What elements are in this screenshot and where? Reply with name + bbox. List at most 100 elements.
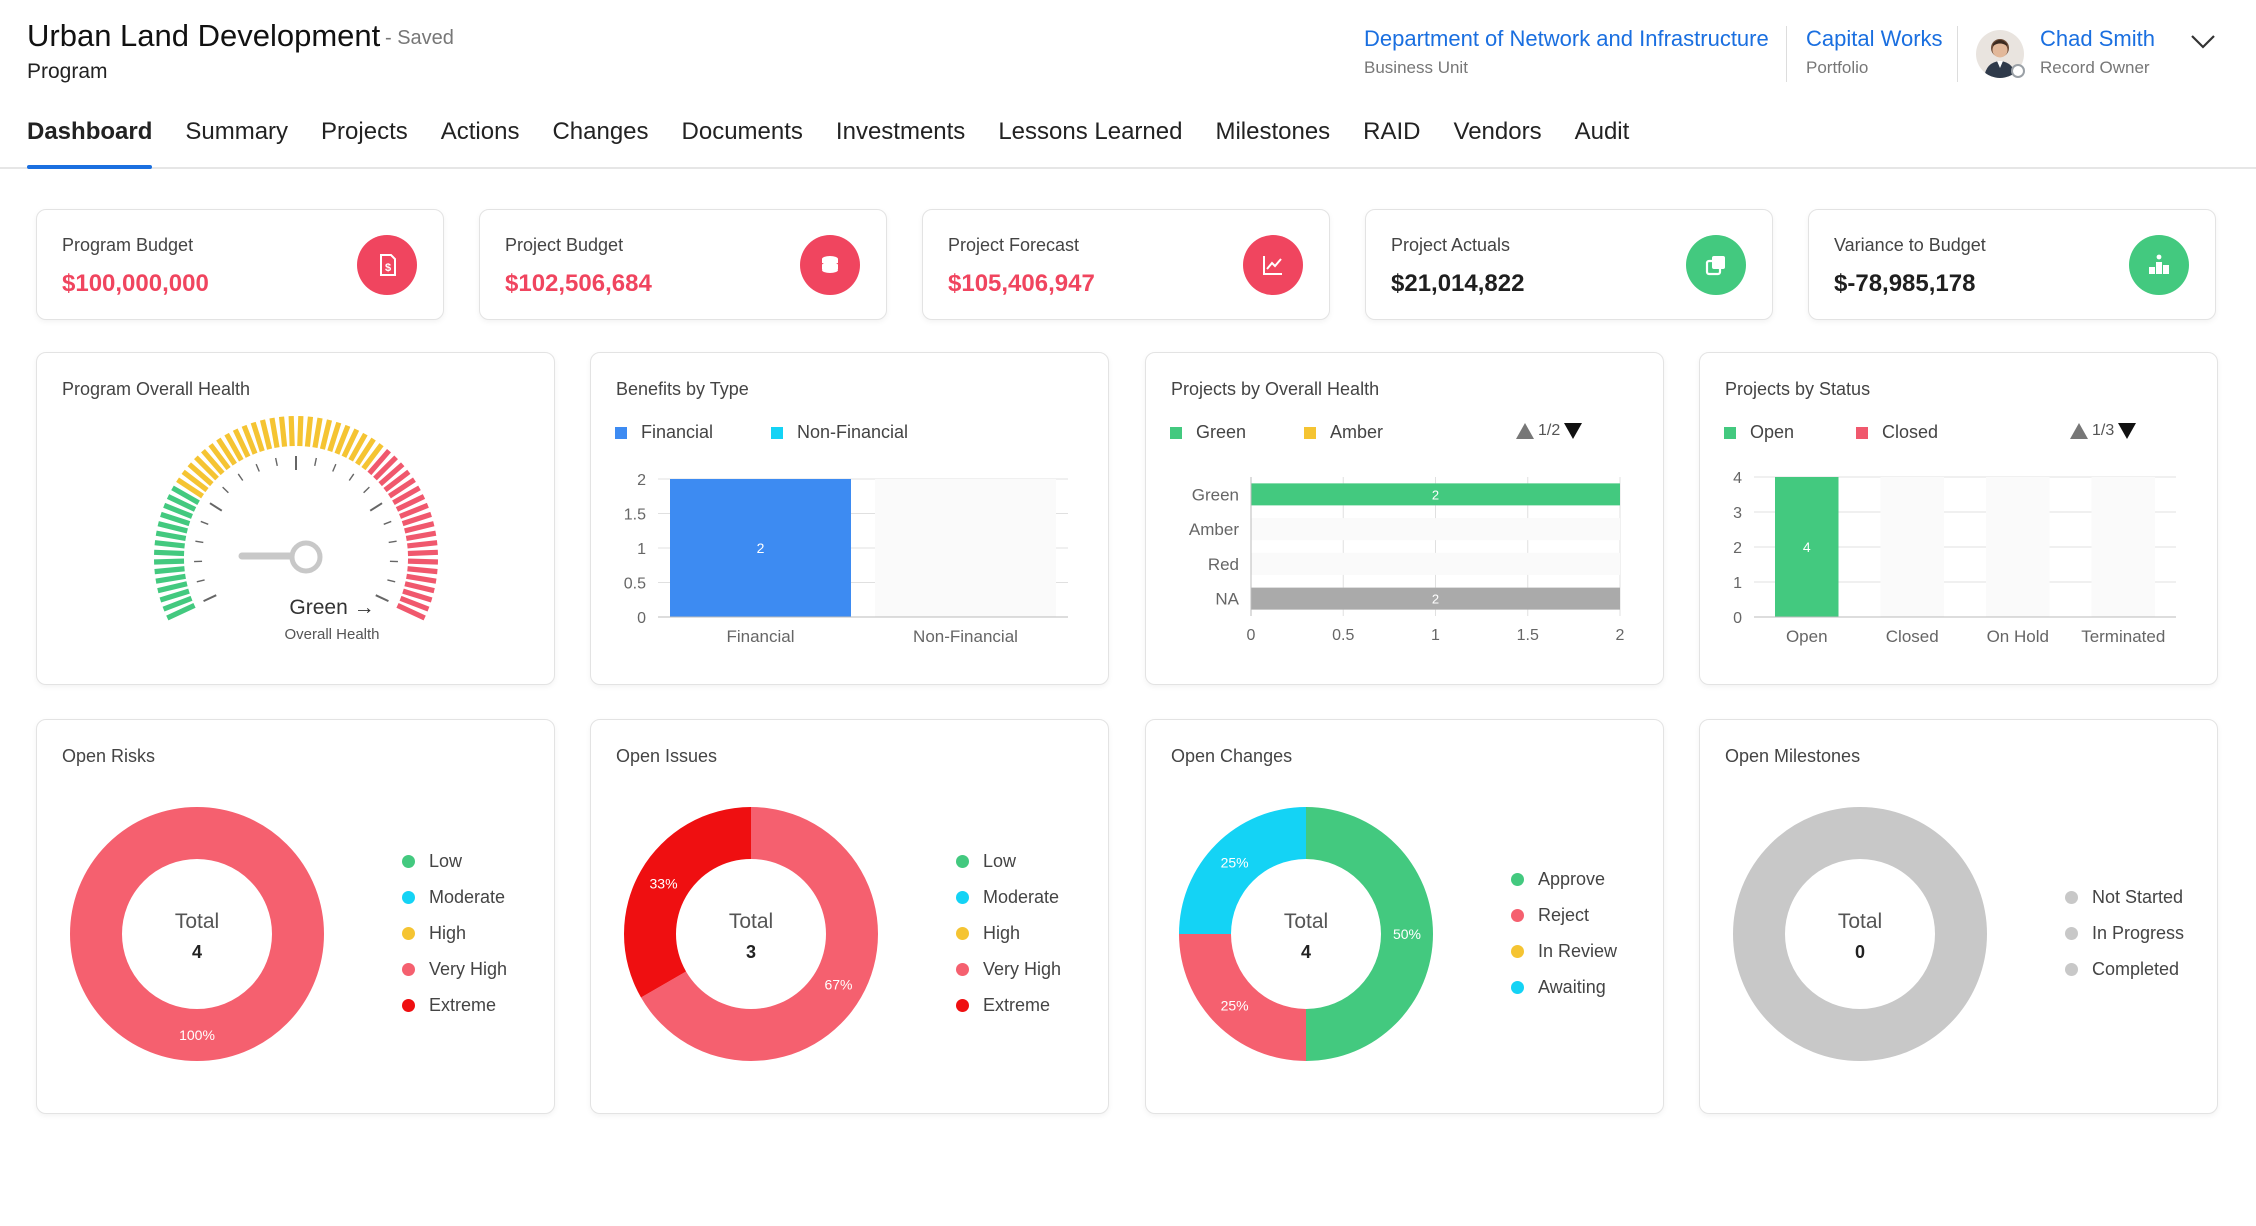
benefits-chart: 0 0.5 1 1.5 2 2 Financial Non-Financial: [624, 472, 1068, 646]
kpi-label: Program Budget: [62, 235, 194, 255]
bar[interactable]: [670, 479, 851, 617]
gauge-segment: [406, 573, 437, 584]
gauge-tick: [274, 457, 278, 467]
gauge-segment: [288, 415, 295, 447]
legend-label: Open: [1750, 422, 1795, 442]
gauge-segment: [373, 455, 398, 481]
x-tick-label: 0: [1247, 627, 1256, 644]
y-tick-label: 1: [1733, 575, 1742, 592]
donut-total-label: Total: [1837, 910, 1883, 933]
legend-item[interactable]: Non-Financial: [771, 422, 908, 443]
y-tick-label: 2: [1733, 540, 1742, 557]
legend-item[interactable]: Completed: [2065, 959, 2179, 980]
gauge-segment: [404, 581, 435, 594]
tab-audit[interactable]: Audit: [1574, 118, 1630, 145]
slice-data-label: 33%: [650, 876, 678, 892]
legend-item[interactable]: Open: [1724, 422, 1794, 443]
gauge-segment: [407, 540, 438, 549]
donut-slice[interactable]: [1179, 934, 1306, 1061]
legend-item[interactable]: Very High: [402, 959, 507, 980]
tab-projects[interactable]: Projects: [321, 118, 408, 145]
x-tick-label: Closed: [1886, 627, 1939, 646]
legend-item[interactable]: Financial: [615, 422, 713, 443]
tab-actions[interactable]: Actions: [440, 118, 520, 145]
gauge-segment: [241, 424, 258, 455]
legend-swatch: [956, 963, 969, 976]
donut-slice[interactable]: [641, 807, 878, 1061]
legend-item[interactable]: Very High: [956, 959, 1061, 980]
portfolio-link[interactable]: Capital Works: [1806, 26, 1943, 51]
donut-slice[interactable]: [1306, 807, 1433, 1061]
gauge-tick: [348, 473, 355, 481]
tab-documents[interactable]: Documents: [681, 118, 803, 145]
bar-data-label: 2: [1432, 487, 1439, 502]
legend-item[interactable]: Amber: [1304, 422, 1383, 443]
tab-milestones[interactable]: Milestones: [1215, 118, 1331, 145]
tab-lessons-learned[interactable]: Lessons Learned: [998, 118, 1183, 145]
legend-item[interactable]: Awaiting: [1511, 977, 1606, 998]
legend-swatch: [2065, 927, 2078, 940]
slice-data-label: 50%: [1393, 926, 1421, 942]
avatar[interactable]: [1976, 30, 2024, 78]
legend-item[interactable]: Green: [1170, 422, 1246, 443]
tab-raid[interactable]: RAID: [1363, 118, 1421, 145]
legend-item[interactable]: Moderate: [956, 887, 1059, 908]
page-up-icon[interactable]: [2070, 423, 2088, 439]
donut-slice[interactable]: [624, 807, 751, 998]
page-down-icon[interactable]: [2118, 423, 2137, 439]
bar[interactable]: [1251, 587, 1620, 610]
legend-item[interactable]: Extreme: [402, 995, 496, 1016]
gauge-segment: [201, 449, 225, 476]
legend-label: In Progress: [2092, 923, 2185, 943]
tab-vendors[interactable]: Vendors: [1453, 118, 1542, 145]
legend-item[interactable]: Reject: [1511, 905, 1589, 926]
tab-changes[interactable]: Changes: [552, 118, 649, 145]
legend-item[interactable]: Not Started: [2065, 887, 2183, 908]
bar[interactable]: [1251, 483, 1620, 506]
panel-title: Open Milestones: [1725, 746, 1861, 766]
tab-dashboard[interactable]: Dashboard: [27, 118, 153, 169]
donut-slice[interactable]: [1179, 807, 1306, 934]
legend-item[interactable]: Approve: [1511, 869, 1605, 890]
legend-item[interactable]: In Progress: [2065, 923, 2184, 944]
record-owner-link[interactable]: Chad Smith: [2040, 26, 2155, 51]
gauge-segment: [153, 558, 185, 565]
gauge-segment: [250, 421, 265, 452]
gauge-segment: [171, 485, 200, 505]
legend-item[interactable]: In Review: [1511, 941, 1617, 962]
legend-item[interactable]: Extreme: [956, 995, 1050, 1016]
legend-item[interactable]: High: [402, 923, 466, 944]
kpi-card-variance-to-budget: Variance to Budget $-78,985,178: [1808, 209, 2216, 320]
bar[interactable]: [1775, 477, 1839, 617]
legend-item[interactable]: Closed: [1856, 422, 1938, 443]
page-title: Urban Land Development: [27, 18, 381, 53]
legend-label: In Review: [1538, 941, 1618, 961]
tab-investments[interactable]: Investments: [835, 118, 966, 145]
page-up-icon[interactable]: [1516, 423, 1534, 439]
bar-background: [1880, 477, 1944, 617]
bar-data-label: 2: [1432, 592, 1439, 607]
legend-label: Low: [429, 851, 463, 871]
legend-swatch: [402, 999, 415, 1012]
donut-slice[interactable]: [70, 807, 324, 1061]
projects-health-panel: Projects by Overall Health Green Amber 1/…: [1145, 352, 1664, 685]
gauge-segment: [399, 502, 429, 519]
legend-item[interactable]: Low: [956, 851, 1016, 872]
legend-label: High: [429, 923, 467, 943]
gauge-segment: [269, 417, 280, 449]
tab-summary[interactable]: Summary: [185, 118, 289, 145]
page-down-icon[interactable]: [1564, 423, 1583, 439]
tab-bar: Dashboard Summary Projects Actions Changes Do…: [27, 118, 1662, 169]
chevron-down-icon[interactable]: [2188, 28, 2218, 54]
projects-status-panel: Projects by Status Open Closed 1/3 0 1 2 3 4 4…: [1699, 352, 2218, 685]
gauge-segment: [404, 521, 435, 534]
business-unit-link[interactable]: Department of Network and Infrastructure: [1364, 26, 1769, 51]
program-health-panel: Program Overall Health Green → Overall H…: [36, 352, 555, 685]
x-tick-label: Open: [1786, 627, 1828, 646]
y-tick-label: 1: [637, 541, 646, 558]
legend-item[interactable]: Low: [402, 851, 462, 872]
gauge-pivot: [289, 540, 323, 574]
y-tick-label: Red: [1208, 555, 1239, 574]
legend-item[interactable]: High: [956, 923, 1020, 944]
legend-item[interactable]: Moderate: [402, 887, 505, 908]
